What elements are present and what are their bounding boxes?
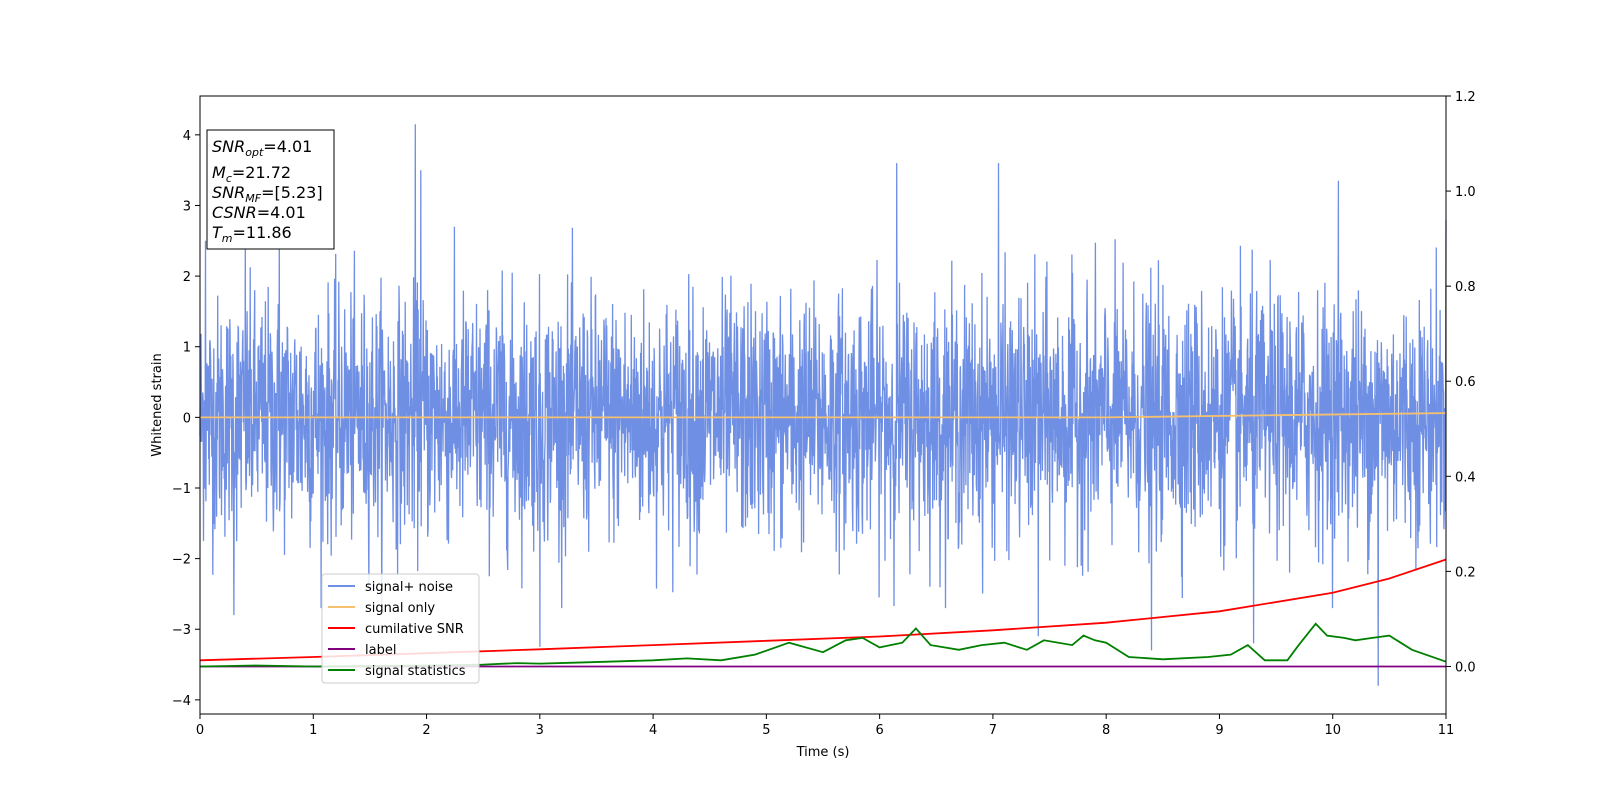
y-right-tick-label: 0.2 — [1455, 565, 1476, 580]
x-tick-label: 2 — [422, 723, 430, 738]
y-left-tick-label: 0 — [183, 411, 191, 426]
x-tick-label: 11 — [1438, 723, 1455, 738]
legend-label: signal statistics — [365, 664, 466, 679]
annotation-line: SNRMF=[5.23] — [212, 183, 323, 205]
annotation-box: SNRopt=4.01 Mc=21.72SNRMF=[5.23]CSNR=4.01… — [206, 129, 335, 250]
x-tick-label: 7 — [989, 723, 997, 738]
annotation-line: SNRopt=4.01 — [212, 137, 312, 159]
x-tick-label: 8 — [1102, 723, 1110, 738]
legend-label: cumilative SNR — [365, 622, 464, 637]
x-tick-label: 6 — [875, 723, 883, 738]
y-axis-right-ticks: 0.0 0.2 0.4 0.6 0.8 1.0 1.2 — [1446, 90, 1476, 675]
x-tick-label: 5 — [762, 723, 770, 738]
y-left-tick-label: −2 — [172, 553, 191, 568]
x-tick-label: 1 — [309, 723, 317, 738]
x-tick-label: 3 — [536, 723, 544, 738]
legend-label: signal only — [365, 601, 435, 616]
x-tick-label: 0 — [196, 723, 204, 738]
y-left-tick-label: 3 — [183, 199, 191, 214]
legend-label: signal+ noise — [365, 580, 453, 595]
series-signal-statistics-line — [199, 622, 1447, 668]
series-signal-only-line — [200, 412, 1447, 419]
y-left-tick-label: −4 — [172, 694, 191, 709]
y-left-tick-label: 2 — [183, 270, 191, 285]
y-left-tick-label: −1 — [172, 482, 191, 497]
y-axis-label: Whitened strain — [150, 353, 165, 456]
annotation-frame — [206, 129, 335, 250]
x-axis-ticks: 0 1 2 3 4 5 6 7 8 9 10 11 — [196, 714, 1454, 738]
y-axis-left-ticks: −4 −3 −2 −1 0 1 2 3 4 — [172, 129, 200, 709]
y-right-tick-label: 0.4 — [1455, 470, 1476, 485]
legend-label: label — [365, 643, 396, 658]
x-axis-label: Time (s) — [796, 745, 850, 760]
annotation-line: Mc=21.72 — [212, 163, 291, 185]
y-left-tick-label: 4 — [183, 129, 191, 144]
y-right-tick-label: 0.8 — [1455, 280, 1476, 295]
y-right-tick-label: 1.2 — [1455, 90, 1476, 105]
y-left-tick-label: −3 — [172, 623, 191, 638]
x-tick-label: 4 — [649, 723, 657, 738]
x-tick-label: 9 — [1215, 723, 1223, 738]
annotation-line: Tm=11.86 — [212, 223, 292, 245]
y-right-tick-label: 0.6 — [1455, 375, 1476, 390]
plot-frame — [199, 95, 1447, 715]
x-tick-label: 10 — [1324, 723, 1341, 738]
legend-frame — [321, 573, 480, 684]
y-right-tick-label: 0.0 — [1455, 660, 1476, 675]
y-left-tick-label: 1 — [183, 341, 191, 356]
annotation-line: CSNR=4.01 — [212, 203, 306, 222]
series-signal-noise-line — [199, 124, 1447, 686]
y-right-tick-label: 1.0 — [1455, 185, 1476, 200]
legend: signal+ noise signal only cumilative SNR la… — [321, 573, 480, 684]
